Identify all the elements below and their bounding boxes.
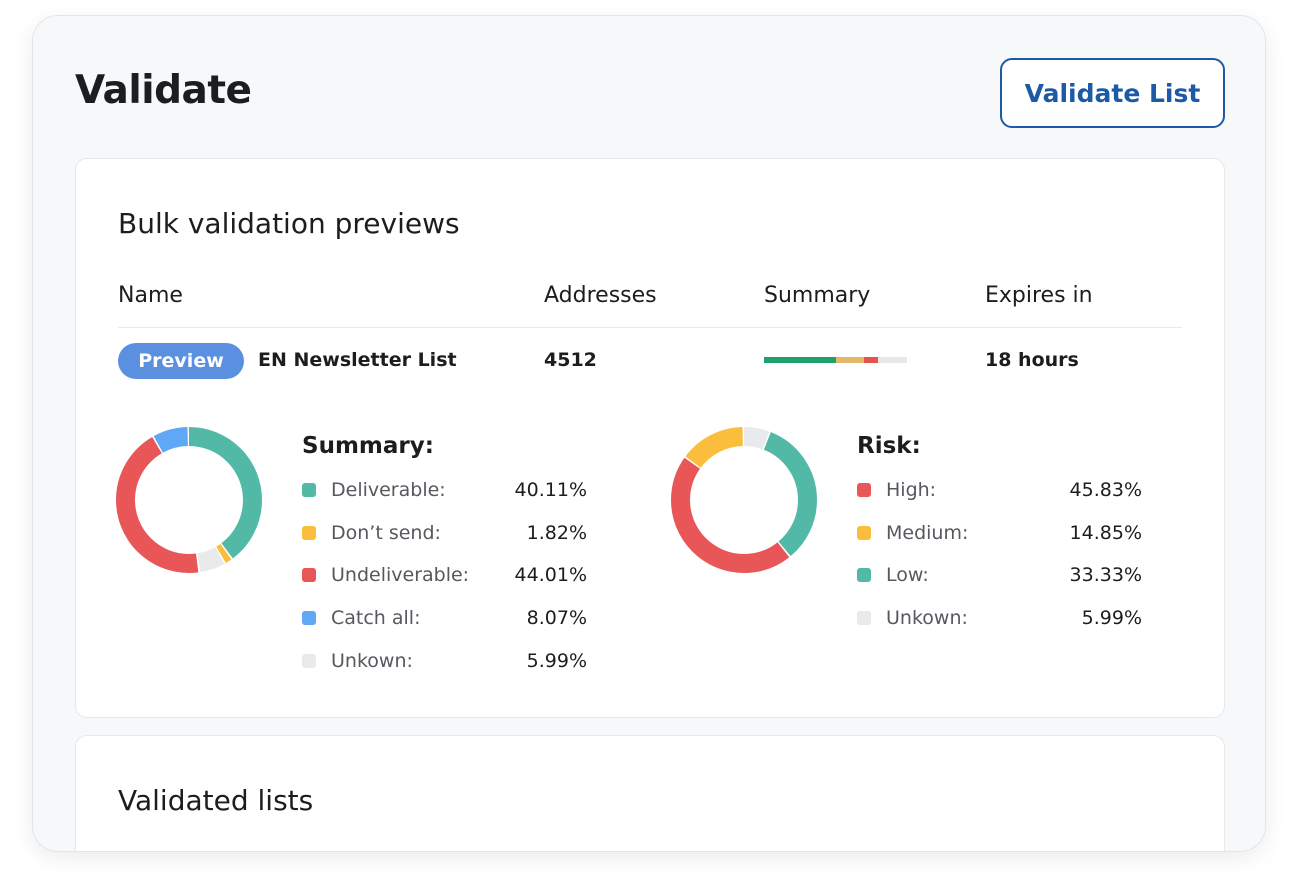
legend-swatch-icon [857,568,871,583]
legend-label: Medium: [886,521,969,544]
legend-value: 5.99% [1081,607,1142,630]
legend-value: 45.83% [1069,479,1142,501]
legend-item: Low: 33.33% [857,563,1142,587]
legend-swatch-icon [857,611,871,626]
risk-donut-chart [671,427,817,573]
legend-swatch-icon [857,483,871,497]
legend-label: Undeliverable: [331,564,470,587]
addresses-count: 4512 [544,349,597,371]
list-name[interactable]: EN Newsletter List [258,349,457,371]
preview-badge[interactable]: Preview [118,343,244,379]
bulk-validation-previews-card: Bulk validation previews Name Addresses … [75,158,1225,718]
donut-slice-low [671,427,817,573]
legend-item: Don’t send: 1.82% [302,521,587,545]
legend-item: Deliverable: 40.11% [302,478,587,502]
legend-swatch-icon [302,525,316,540]
legend-item: Unkown: 5.99% [857,606,1142,630]
legend-item: High: 45.83% [857,478,1142,502]
page-title: Validate [75,68,252,113]
legend-value: 5.99% [526,649,587,672]
legend-value: 8.07% [526,607,587,630]
summary-bar-segment [864,357,879,363]
legend-label: Deliverable: [331,479,446,501]
summary-donut-chart [116,427,262,573]
donut-slice-unkown [671,427,817,573]
column-header-expires: Expires in [985,283,1093,308]
legend-value: 44.01% [514,564,587,587]
legend-label: Catch all: [331,607,421,630]
section-title: Bulk validation previews [118,207,460,240]
legend-value: 40.11% [514,479,587,501]
legend-value: 33.33% [1069,564,1142,587]
legend-swatch-icon [302,611,316,626]
legend-item: Unkown: 5.99% [302,649,587,673]
legend-label: Low: [886,564,929,587]
column-header-name: Name [118,283,183,308]
legend-swatch-icon [857,525,871,540]
summary-bar-segment [764,357,836,363]
legend-item: Catch all: 8.07% [302,606,587,630]
legend-label: High: [886,479,937,501]
legend-item: Medium: 14.85% [857,521,1142,545]
legend-swatch-icon [302,568,316,583]
donut-slice-high [671,427,817,573]
legend-value: 1.82% [526,521,587,544]
summary-bar-segment [835,357,865,363]
donut-slice-deliverable [116,427,262,573]
risk-legend-title: Risk: [857,433,921,459]
summary-bar-segment [878,357,907,363]
validate-list-button[interactable]: Validate List [1000,58,1225,128]
validated-lists-card: Validated lists [75,735,1225,851]
legend-label: Unkown: [331,649,413,672]
legend-swatch-icon [302,653,316,668]
section-title: Validated lists [118,784,314,817]
legend-swatch-icon [302,483,316,497]
legend-label: Unkown: [886,607,968,630]
donut-slice-undeliverable [116,427,262,573]
column-header-addresses: Addresses [544,283,657,308]
legend-label: Don’t send: [331,521,441,544]
divider [118,327,1182,328]
summary-legend-title: Summary: [302,433,434,459]
summary-bar [764,357,907,363]
column-header-summary: Summary [764,283,871,308]
expires-in: 18 hours [985,349,1079,371]
legend-item: Undeliverable: 44.01% [302,563,587,587]
validate-page: Validate Validate List Bulk validation p… [32,15,1266,852]
legend-value: 14.85% [1069,521,1142,544]
